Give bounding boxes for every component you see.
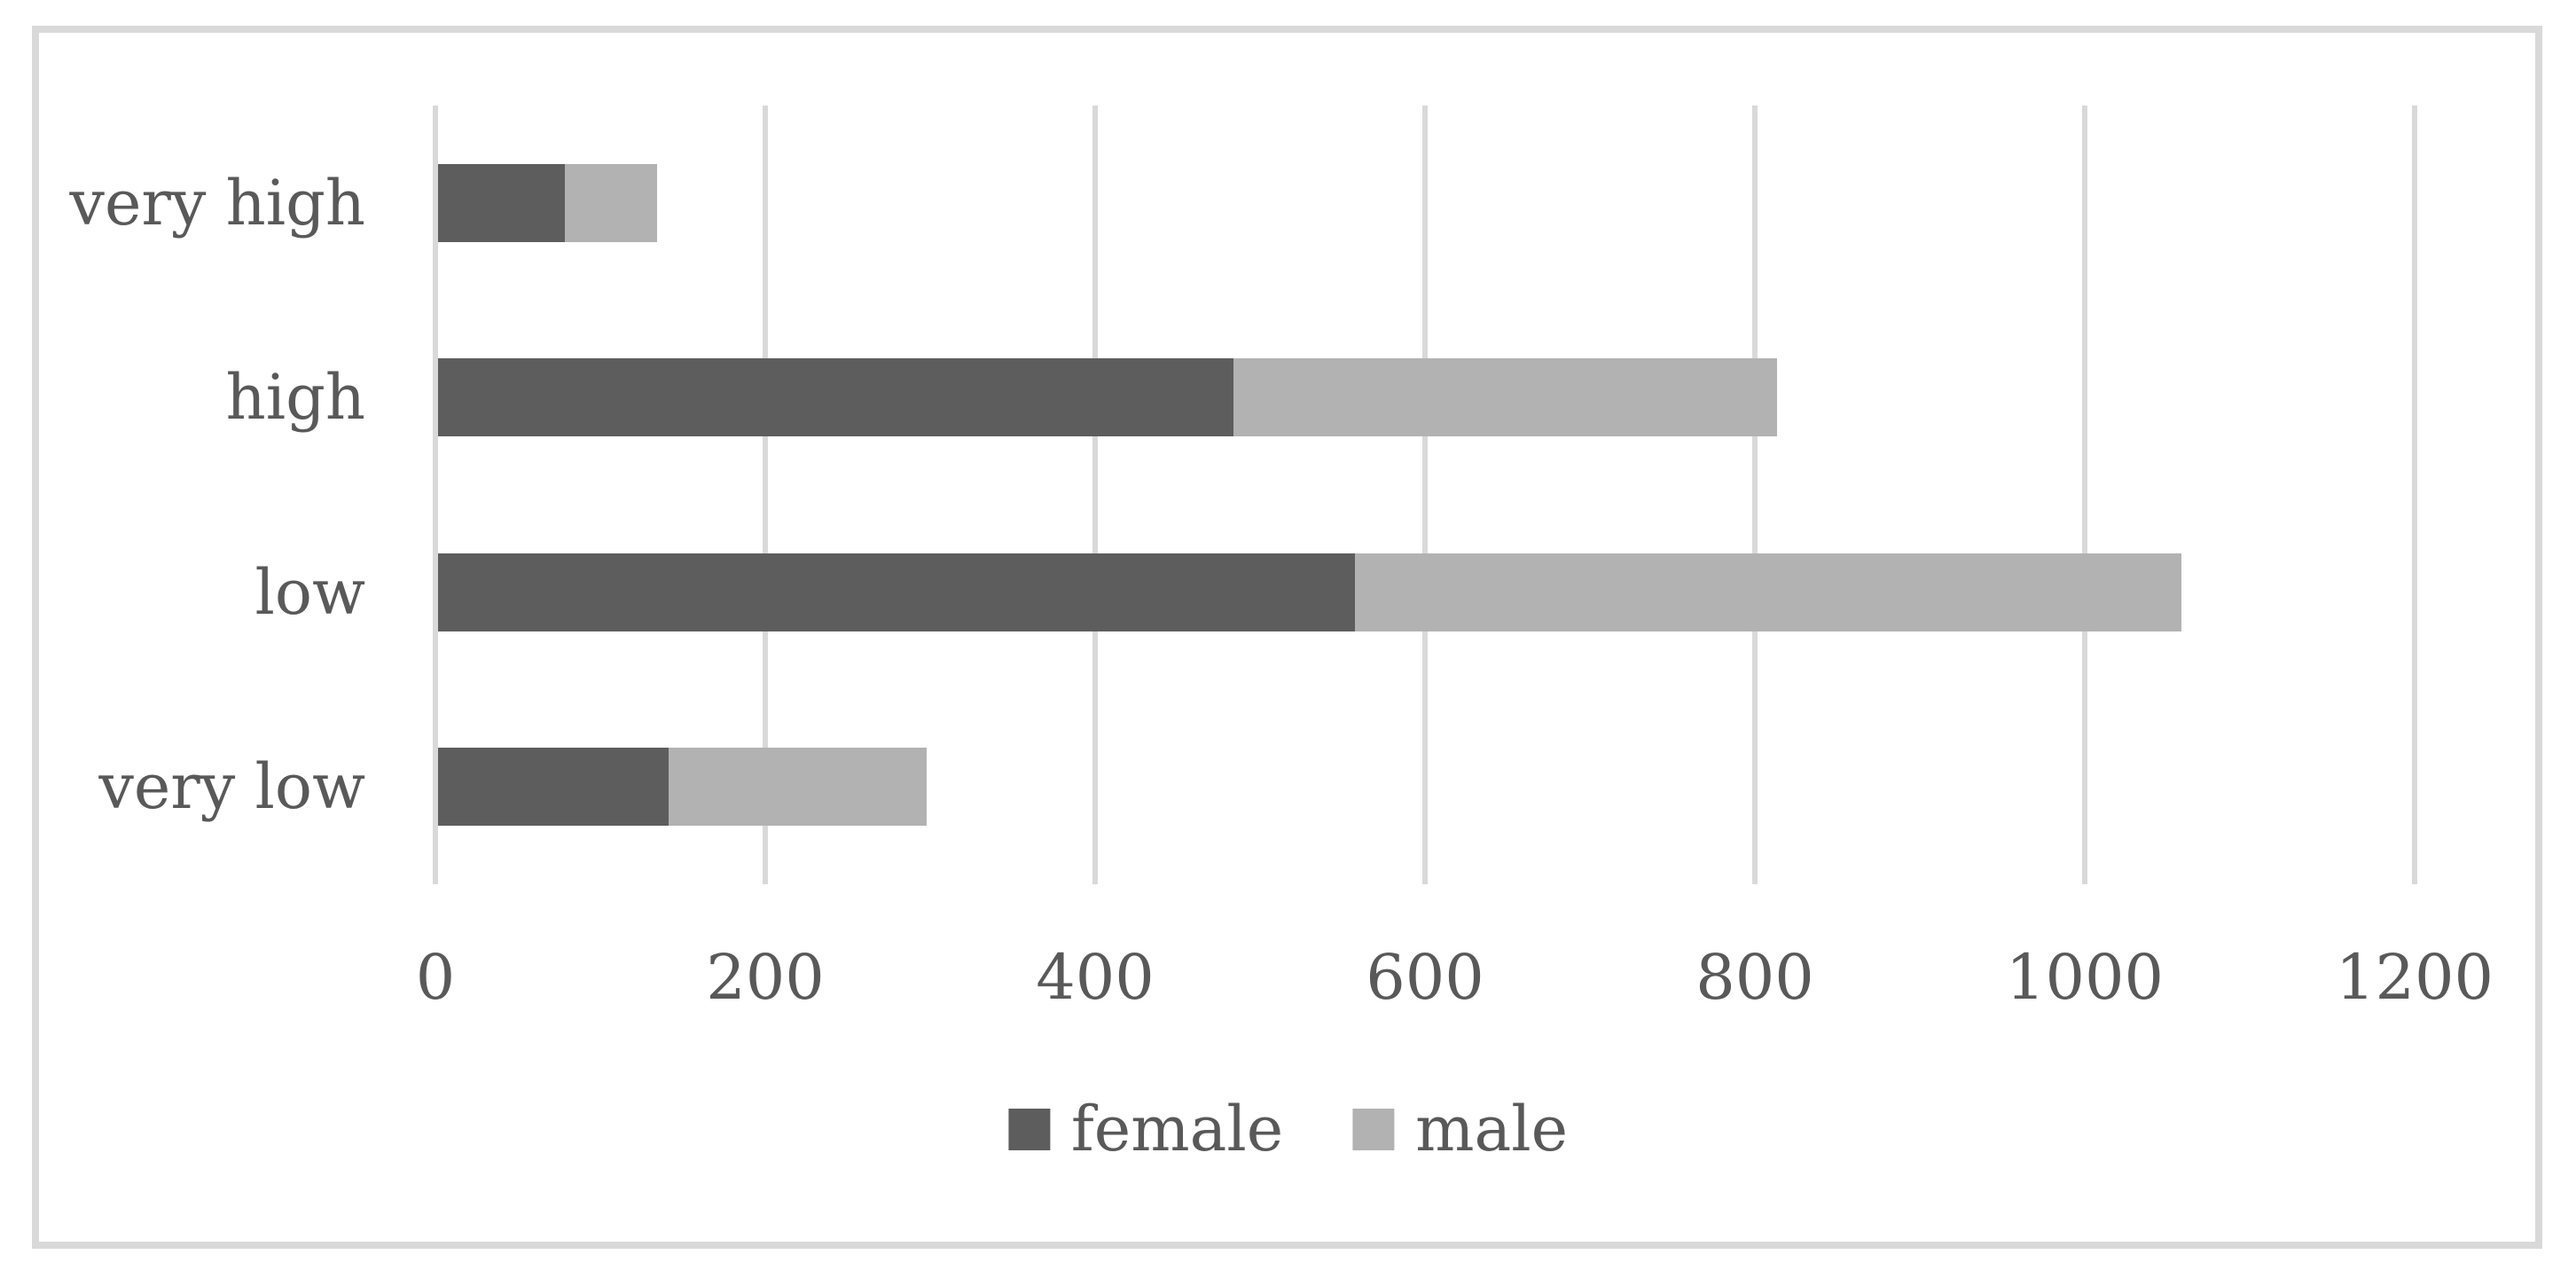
gridline-800 [1752, 106, 1758, 884]
bar-segment-male-low [1355, 553, 2182, 631]
x-tick-label-400: 400 [1036, 941, 1155, 1014]
bar-low [438, 553, 2182, 631]
category-label-low: low [254, 555, 365, 629]
category-label-very-low: very low [98, 750, 365, 824]
legend: female male [1007, 1093, 1568, 1165]
category-label-high: high [225, 361, 365, 435]
gridline-400 [1092, 106, 1098, 884]
bar-segment-female-high [438, 358, 1233, 437]
x-tick-label-1200: 1200 [2335, 941, 2494, 1014]
x-tick-label-1000: 1000 [2005, 941, 2165, 1014]
x-tick-label-800: 800 [1695, 941, 1814, 1014]
bar-segment-male-very-high [565, 163, 658, 242]
legend-item-female: female [1007, 1093, 1284, 1165]
x-tick-label-600: 600 [1366, 941, 1484, 1014]
category-label-very-high: very high [69, 166, 365, 239]
bar-segment-female-very-high [438, 163, 566, 242]
x-tick-label-0: 0 [415, 941, 456, 1014]
gridline-200 [763, 106, 768, 884]
legend-swatch-female [1007, 1108, 1050, 1150]
bar-very-high [438, 163, 658, 242]
gridline-1000 [2082, 106, 2087, 884]
legend-item-male: male [1352, 1098, 1568, 1160]
gridline-600 [1422, 106, 1428, 884]
bar-segment-female-low [438, 553, 1356, 631]
gridline-1200 [2412, 106, 2417, 884]
bar-segment-male-very-low [669, 748, 927, 827]
bar-segment-female-very-low [438, 748, 669, 827]
bar-high [438, 358, 1778, 437]
bar-very-low [438, 748, 927, 827]
gridline-0 [433, 106, 438, 884]
bar-segment-male-high [1233, 358, 1778, 437]
x-tick-label-200: 200 [706, 941, 825, 1014]
legend-swatch-male [1352, 1108, 1395, 1150]
legend-label-female: female [1070, 1093, 1284, 1165]
legend-label-male: male [1415, 1093, 1569, 1165]
